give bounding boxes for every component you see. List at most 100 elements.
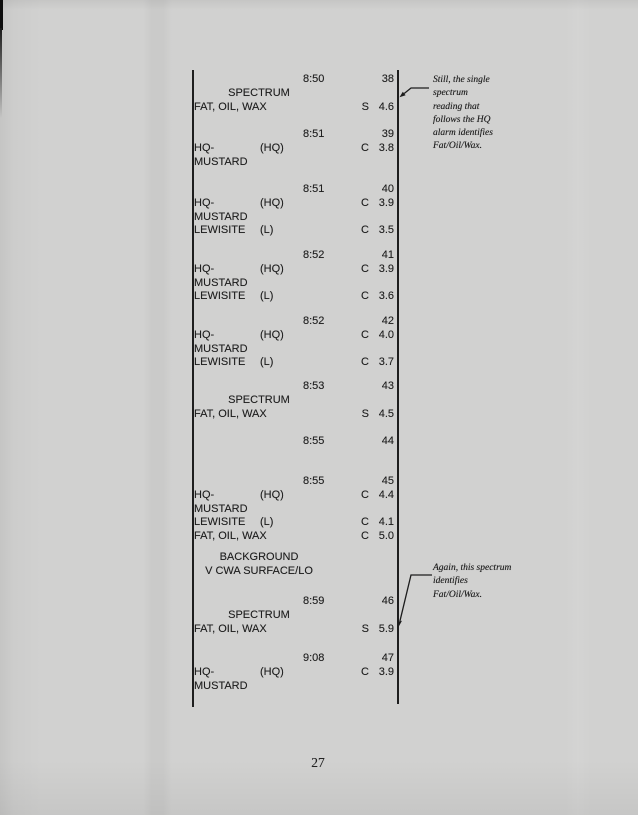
item-name: LEWISITE bbox=[194, 356, 246, 368]
log-entry-row: HQ- (HQ) C 4.4 bbox=[193, 489, 398, 502]
entry-reading: 43 bbox=[381, 380, 394, 392]
entry-reading: 46 bbox=[381, 595, 394, 607]
code-value: 3.5 bbox=[378, 224, 394, 236]
code-value: 4.1 bbox=[378, 516, 394, 528]
code-value: 3.8 bbox=[378, 142, 394, 154]
arrowhead-icon bbox=[399, 91, 406, 98]
entry-reading: 39 bbox=[381, 128, 394, 140]
section-label-row: V CWA SURFACE/LO bbox=[193, 565, 398, 578]
item-name: MUSTARD bbox=[194, 155, 248, 168]
section-label: SPECTRUM bbox=[228, 609, 290, 621]
log-entry-header: 8:53 43 bbox=[193, 380, 398, 393]
section-label-row: SPECTRUM bbox=[193, 609, 398, 622]
log-entry-row: HQ- (HQ) C 4.0 bbox=[193, 329, 398, 342]
margin-note-line: follows the HQ bbox=[433, 114, 491, 125]
code-letter: C bbox=[361, 666, 369, 678]
margin-note-line: Fat/Oil/Wax. bbox=[433, 141, 482, 152]
log-entry-header: 9:08 47 bbox=[193, 652, 398, 665]
leader-line-2 bbox=[397, 574, 432, 627]
reading-code: C 4.4 bbox=[361, 489, 394, 502]
item-name: HQ- bbox=[194, 489, 215, 501]
reading-code: S 4.6 bbox=[362, 101, 394, 114]
log-entry-header: 8:52 42 bbox=[193, 315, 398, 328]
entry-reading: 42 bbox=[381, 315, 394, 327]
item-abbreviation: (HQ) bbox=[260, 329, 284, 341]
section-label-row: SPECTRUM bbox=[193, 87, 398, 100]
log-entry-row: MUSTARD bbox=[193, 343, 398, 356]
leader-line-1 bbox=[399, 87, 429, 98]
log-entry-header: 8:59 46 bbox=[193, 595, 398, 608]
entry-reading: 41 bbox=[381, 249, 394, 261]
margin-note-line: identifies bbox=[433, 576, 468, 587]
log-entry-header: 8:55 44 bbox=[193, 435, 398, 448]
entry-reading: 38 bbox=[381, 73, 394, 85]
log-entry-row: LEWISITE (L) C 3.5 bbox=[193, 224, 398, 237]
log-entry-header: 8:55 45 bbox=[193, 475, 398, 488]
item-name: MUSTARD bbox=[194, 679, 248, 692]
item-abbreviation: (L) bbox=[260, 356, 274, 368]
entry-reading: 44 bbox=[381, 435, 394, 447]
item-name: HQ- bbox=[194, 666, 215, 678]
item-abbreviation: (L) bbox=[260, 224, 274, 236]
entry-reading: 45 bbox=[381, 475, 394, 487]
log-entry-header: 8:51 40 bbox=[193, 183, 398, 196]
item-name: LEWISITE bbox=[194, 290, 246, 302]
margin-note-line: Fat/Oil/Wax. bbox=[433, 589, 482, 600]
margin-note-2: Again, this spectrum identifies Fat/Oil/Wa… bbox=[433, 562, 533, 602]
item-name: MUSTARD bbox=[194, 276, 248, 289]
right-vertical-rule bbox=[397, 70, 399, 704]
log-entry-row: FAT, OIL, WAX S 4.5 bbox=[193, 408, 398, 421]
log-entry-row: HQ- (HQ) C 3.9 bbox=[193, 197, 398, 210]
log-entry-row: LEWISITE (L) C 3.7 bbox=[193, 356, 398, 369]
code-letter: C bbox=[361, 329, 369, 341]
entry-time: 8:52 bbox=[303, 315, 325, 327]
log-entry-row: FAT, OIL, WAX C 5.0 bbox=[193, 530, 398, 543]
section-label: SPECTRUM bbox=[228, 394, 290, 406]
entry-time: 8:55 bbox=[303, 475, 325, 487]
item-abbreviation: (HQ) bbox=[260, 142, 284, 154]
item-abbreviation: (L) bbox=[260, 516, 274, 528]
log-entry-row: FAT, OIL, WAX S 4.6 bbox=[193, 101, 398, 114]
code-value: 3.9 bbox=[378, 263, 394, 275]
code-value: 3.6 bbox=[378, 290, 394, 302]
entry-time: 8:52 bbox=[303, 249, 325, 261]
item-name: FAT, OIL, WAX bbox=[194, 100, 267, 113]
code-value: 5.0 bbox=[378, 529, 394, 542]
log-entry-row: FAT, OIL, WAX S 5.9 bbox=[193, 623, 398, 636]
page-number: 27 bbox=[311, 755, 325, 770]
code-value: 4.4 bbox=[378, 489, 394, 501]
margin-note-line: alarm identifies bbox=[433, 128, 493, 139]
item-name: HQ- bbox=[194, 197, 215, 209]
log-entry-row: HQ- (HQ) C 3.8 bbox=[193, 142, 398, 155]
code-value: 4.6 bbox=[378, 100, 394, 113]
code-letter: C bbox=[361, 516, 369, 528]
margin-note-line: Again, this spectrum bbox=[433, 563, 512, 573]
section-label: SPECTRUM bbox=[228, 87, 290, 99]
item-abbreviation: (HQ) bbox=[260, 666, 284, 678]
item-abbreviation: (HQ) bbox=[260, 197, 284, 209]
entry-time: 8:53 bbox=[303, 380, 325, 392]
log-entry-row: LEWISITE (L) C 3.6 bbox=[193, 290, 398, 303]
margin-note-line: Still, the single bbox=[433, 75, 490, 85]
entry-reading: 40 bbox=[381, 183, 394, 195]
log-entry-header: 8:50 38 bbox=[193, 73, 398, 86]
reading-code: S 4.5 bbox=[362, 408, 394, 421]
entry-time: 8:51 bbox=[303, 183, 325, 195]
log-entry-row: MUSTARD bbox=[193, 156, 398, 169]
code-letter: C bbox=[361, 529, 369, 542]
log-entry-header: 8:52 41 bbox=[193, 249, 398, 262]
entry-time: 8:51 bbox=[303, 128, 325, 140]
code-letter: C bbox=[361, 142, 369, 154]
code-value: 3.9 bbox=[378, 197, 394, 209]
log-entry-header: 8:51 39 bbox=[193, 128, 398, 141]
entry-time: 9:08 bbox=[303, 652, 325, 664]
item-name: HQ- bbox=[194, 263, 215, 275]
item-name: MUSTARD bbox=[194, 342, 248, 355]
item-name: LEWISITE bbox=[194, 516, 246, 528]
item-abbreviation: (HQ) bbox=[260, 489, 284, 501]
reading-code: C 3.8 bbox=[361, 142, 394, 155]
item-name: FAT, OIL, WAX bbox=[194, 407, 267, 420]
reading-code: C 5.0 bbox=[361, 530, 394, 543]
item-name: FAT, OIL, WAX bbox=[194, 529, 267, 542]
log-entry-row: MUSTARD bbox=[193, 211, 398, 224]
